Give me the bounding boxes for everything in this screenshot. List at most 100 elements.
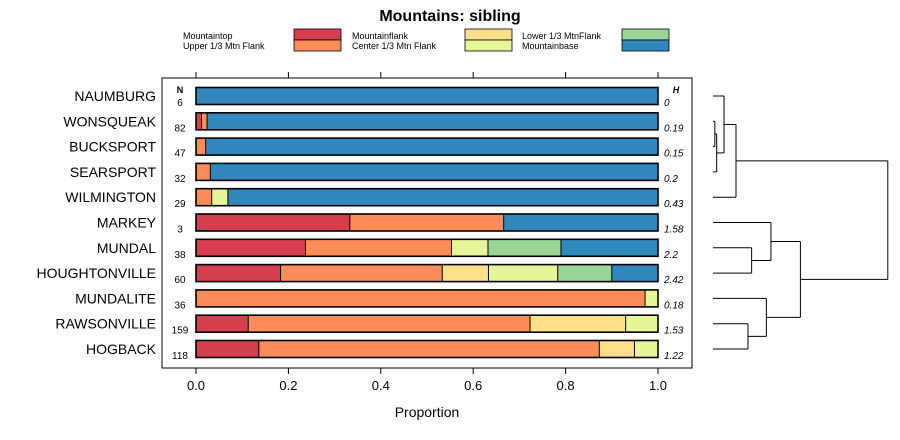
bar-segment-wonsqueak-mountainbase xyxy=(207,112,658,130)
bar-outline-rawsonville xyxy=(195,314,659,334)
n-value-bucksport: 47 xyxy=(174,149,186,160)
x-tick-label: 1.0 xyxy=(649,378,667,393)
bar-segment-mundal-mountaintop xyxy=(196,239,306,257)
row-label-hogback: HOGBACK xyxy=(86,341,157,357)
h-value-mundalite: 0.18 xyxy=(664,300,684,311)
bar-segment-wilmington-upper-1-3-mtn-flank xyxy=(196,188,212,206)
x-tick-label: 0.8 xyxy=(557,378,575,393)
h-value-searsport: 0.2 xyxy=(664,174,678,185)
bar-segment-mundal-lower-1-3-mtnflank xyxy=(487,239,561,257)
bar-outline-naumburg xyxy=(195,86,659,106)
bar-segment-searsport-mountainbase xyxy=(210,163,658,181)
bar-segment-wilmington-mountainbase xyxy=(227,188,659,206)
row-label-mundalite: MUNDALITE xyxy=(75,290,156,306)
bar-segment-mundal-mountainbase xyxy=(560,239,658,257)
bar-segment-houghtonville-upper-1-3-mtn-flank xyxy=(280,264,443,282)
n-value-markey: 3 xyxy=(177,225,183,236)
h-column-header: H xyxy=(673,85,680,95)
bar-segment-houghtonville-center-1-3-mtn-flank xyxy=(488,264,558,282)
legend-label-mountainflank: Mountainflank xyxy=(352,31,409,41)
bar-segment-markey-mountaintop xyxy=(196,214,350,231)
legend-label-mountaintop: Mountaintop xyxy=(183,31,233,41)
n-value-wilmington: 29 xyxy=(174,199,186,210)
bar-segment-mundalite-center-1-3-mtn-flank xyxy=(645,289,658,307)
n-value-houghtonville: 60 xyxy=(174,275,186,286)
h-value-wilmington: 0.43 xyxy=(664,199,684,210)
bar-segment-wonsqueak-mountaintop xyxy=(196,112,202,130)
bar-segment-mundalite-upper-1-3-mtn-flank xyxy=(196,289,646,307)
row-label-searsport: SEARSPORT xyxy=(70,164,157,180)
bar-segment-houghtonville-mountainflank xyxy=(442,264,489,282)
chart-title: Mountains: sibling xyxy=(379,8,520,25)
legend-swatch-mountainbase xyxy=(621,39,670,52)
x-tick-label: 0.0 xyxy=(187,378,205,393)
x-tick-label: 0.4 xyxy=(372,378,390,393)
bar-segment-hogback-upper-1-3-mtn-flank xyxy=(258,340,600,358)
x-axis: 0.0 0.2 0.4 0.6 0.8 1.0 xyxy=(187,72,667,393)
bar-segment-wilmington-center-1-3-mtn-flank xyxy=(211,188,228,206)
h-value-hogback: 1.22 xyxy=(664,351,684,362)
bar-segment-hogback-mountaintop xyxy=(196,340,259,358)
row-label-wonsqueak: WONSQUEAK xyxy=(63,113,156,129)
dendrogram xyxy=(713,95,889,350)
legend-label-upper-1-3-mtn-flank: Upper 1/3 Mtn Flank xyxy=(183,41,265,51)
bar-segment-houghtonville-mountainbase xyxy=(611,264,658,282)
row-label-mundal: MUNDAL xyxy=(97,240,156,256)
bar-segment-rawsonville-mountaintop xyxy=(196,315,249,333)
h-value-mundal: 2.2 xyxy=(663,250,678,261)
bar-outline-wonsqueak xyxy=(195,112,659,131)
bar-outline-hogback xyxy=(195,339,659,359)
legend-label-mountainbase: Mountainbase xyxy=(522,41,579,51)
bar-outline-searsport xyxy=(195,162,659,182)
bar-segment-rawsonville-mountainflank xyxy=(530,315,626,333)
n-value-mundal: 38 xyxy=(174,250,186,261)
bar-outline-bucksport xyxy=(195,137,659,156)
row-label-wilmington: WILMINGTON xyxy=(65,189,156,205)
legend-swatch-lower-1-3-mtnflank xyxy=(621,28,670,41)
bar-segment-searsport-upper-1-3-mtn-flank xyxy=(196,163,211,181)
legend-label-center-1-3-mtn-flank: Center 1/3 Mtn Flank xyxy=(352,41,437,51)
bar-outline-mundalite xyxy=(195,289,659,308)
x-tick-label: 0.6 xyxy=(464,378,482,393)
row-label-houghtonville: HOUGHTONVILLE xyxy=(36,265,156,281)
bar-segment-bucksport-mountainbase xyxy=(205,138,658,156)
n-value-wonsqueak: 82 xyxy=(174,123,186,134)
bar-segment-hogback-center-1-3-mtn-flank xyxy=(634,340,658,358)
h-value-wonsqueak: 0.19 xyxy=(664,123,684,134)
h-value-bucksport: 0.15 xyxy=(664,149,684,160)
legend-swatch-center-1-3-mtn-flank xyxy=(464,39,513,52)
legend-swatch-mountaintop xyxy=(293,28,342,41)
n-value-searsport: 32 xyxy=(174,174,186,185)
bar-segment-rawsonville-upper-1-3-mtn-flank xyxy=(248,315,531,333)
n-value-naumburg: 6 xyxy=(177,98,183,109)
row-label-bucksport: BUCKSPORT xyxy=(69,139,156,155)
plot-frame xyxy=(161,77,693,369)
bar-segment-houghtonville-lower-1-3-mtnflank xyxy=(557,264,612,282)
bar-segment-bucksport-upper-1-3-mtn-flank xyxy=(196,138,206,156)
x-tick-label: 0.2 xyxy=(279,378,297,393)
legend-label-lower-1-3-mtnflank: Lower 1/3 MtnFlank xyxy=(522,31,602,41)
n-value-rawsonville: 159 xyxy=(172,326,189,337)
bar-segment-markey-mountainbase xyxy=(503,214,658,231)
bar-segment-hogback-mountainflank xyxy=(599,340,635,358)
bar-segment-rawsonville-center-1-3-mtn-flank xyxy=(625,315,658,333)
h-value-houghtonville: 2.42 xyxy=(663,275,684,286)
bar-segment-mundal-center-1-3-mtn-flank xyxy=(451,239,488,257)
bar-segment-houghtonville-mountaintop xyxy=(196,264,281,282)
n-value-mundalite: 36 xyxy=(174,300,186,311)
bar-segment-wonsqueak-upper-1-3-mtn-flank xyxy=(201,112,208,130)
bar-segment-mundal-upper-1-3-mtn-flank xyxy=(305,239,452,257)
h-value-naumburg: 0 xyxy=(664,98,670,109)
legend-swatch-mountainflank xyxy=(464,28,513,41)
h-value-rawsonville: 1.53 xyxy=(664,326,684,337)
bar-segment-markey-upper-1-3-mtn-flank xyxy=(349,214,504,231)
bar-outline-markey xyxy=(195,213,659,232)
n-column-header: N xyxy=(177,85,184,95)
row-label-markey: MARKEY xyxy=(97,215,157,231)
bar-outline-wilmington xyxy=(195,187,659,207)
n-value-hogback: 118 xyxy=(172,351,188,362)
h-value-markey: 1.58 xyxy=(664,225,684,236)
